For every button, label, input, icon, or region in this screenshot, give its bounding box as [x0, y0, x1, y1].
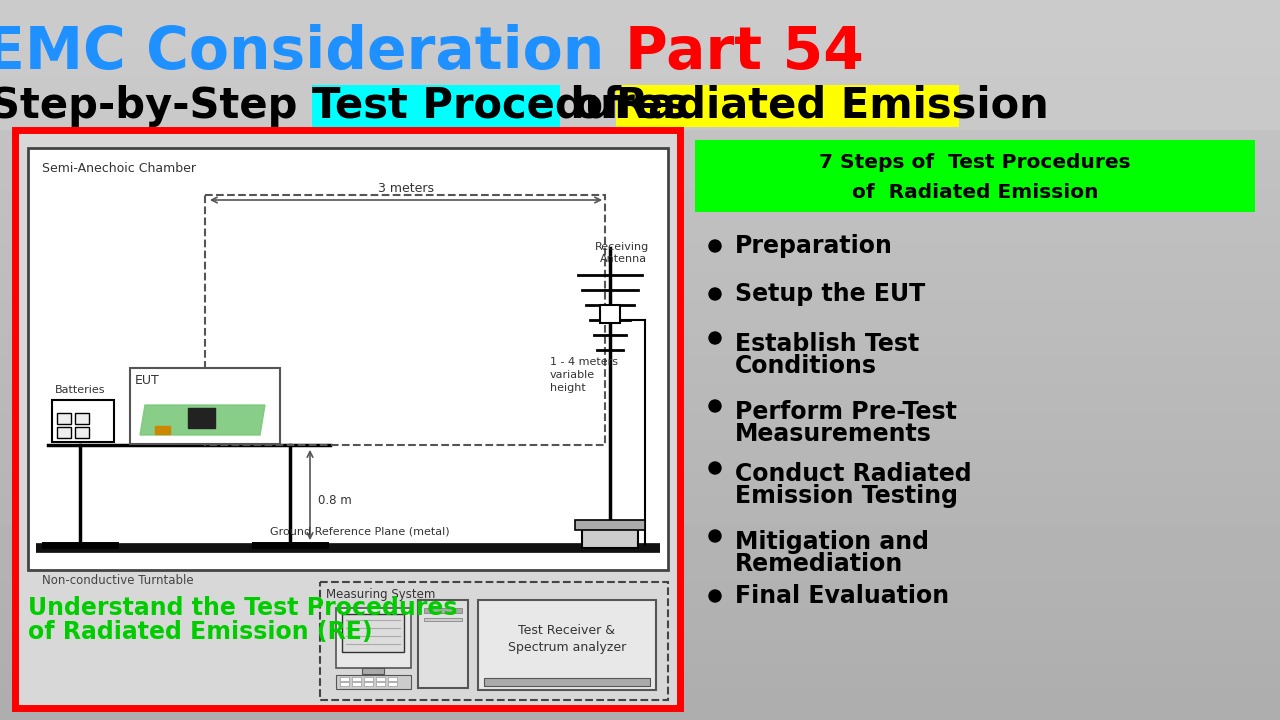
Text: Semi-Anechoic Chamber: Semi-Anechoic Chamber [42, 162, 196, 175]
Text: Mitigation and: Mitigation and [735, 530, 929, 554]
Bar [575, 520, 645, 530]
Text: Emission Testing: Emission Testing [735, 484, 957, 508]
Bar [600, 305, 620, 323]
Bar [352, 682, 361, 686]
Bar [58, 413, 70, 424]
Text: EUT: EUT [134, 374, 160, 387]
Bar [52, 400, 114, 442]
Bar [342, 614, 404, 652]
Bar [335, 675, 411, 689]
Bar [131, 368, 280, 444]
Bar [388, 677, 397, 681]
Circle shape [709, 530, 721, 542]
Text: Step-by-Step: Step-by-Step [0, 85, 312, 127]
Circle shape [709, 462, 721, 474]
Text: Radiated Emission: Radiated Emission [616, 85, 1048, 127]
Text: Measuring System: Measuring System [326, 588, 435, 601]
Bar [76, 413, 90, 424]
Bar [0, 0, 1280, 130]
Text: Final Evaluation: Final Evaluation [735, 584, 950, 608]
Text: Batteries: Batteries [55, 385, 105, 395]
Text: of  Radiated Emission: of Radiated Emission [851, 184, 1098, 202]
Circle shape [709, 400, 721, 412]
Text: variable: variable [550, 370, 595, 380]
Bar [616, 85, 959, 127]
Text: Conduct Radiated: Conduct Radiated [735, 462, 972, 486]
Bar [364, 677, 372, 681]
Bar [376, 682, 385, 686]
Bar [424, 618, 462, 621]
Text: Test Procedures: Test Procedures [312, 85, 687, 127]
Bar [76, 427, 90, 438]
Circle shape [709, 332, 721, 344]
Text: Setup the EUT: Setup the EUT [735, 282, 925, 306]
Bar [419, 600, 468, 688]
Bar [28, 148, 668, 570]
Text: Perform Pre-Test: Perform Pre-Test [735, 400, 957, 424]
Text: 0.8 m: 0.8 m [317, 493, 352, 506]
Bar [362, 668, 384, 674]
Bar [340, 682, 349, 686]
Text: 1 - 4 meters: 1 - 4 meters [550, 357, 618, 367]
Bar [335, 608, 411, 668]
Circle shape [709, 288, 721, 300]
Text: of Radiated Emission (RE): of Radiated Emission (RE) [28, 620, 372, 644]
Text: Preparation: Preparation [735, 234, 893, 258]
Bar [364, 682, 372, 686]
Text: Measurements: Measurements [735, 422, 932, 446]
Bar [320, 582, 668, 700]
Bar [484, 678, 650, 686]
Text: of: of [561, 85, 636, 127]
Text: EMC Consideration: EMC Consideration [0, 24, 625, 81]
Text: 7 Steps of  Test Procedures: 7 Steps of Test Procedures [819, 153, 1130, 171]
Bar [695, 140, 1254, 212]
Bar [205, 195, 605, 445]
Circle shape [709, 240, 721, 252]
Text: Remediation: Remediation [735, 552, 904, 576]
Bar [582, 528, 637, 548]
Bar [58, 427, 70, 438]
Bar [340, 677, 349, 681]
Text: Spectrum analyzer: Spectrum analyzer [508, 642, 626, 654]
Circle shape [709, 590, 721, 602]
Bar [352, 677, 361, 681]
Bar [477, 600, 657, 690]
Bar [376, 677, 385, 681]
Text: Non-conductive Turntable: Non-conductive Turntable [42, 574, 193, 587]
Text: Ground Reference Plane (metal): Ground Reference Plane (metal) [270, 526, 449, 536]
Bar [15, 130, 680, 708]
Text: 3 meters: 3 meters [378, 182, 434, 195]
Text: Test Receiver &: Test Receiver & [518, 624, 616, 636]
Bar [388, 682, 397, 686]
Text: height: height [550, 383, 586, 393]
Text: Part 54: Part 54 [625, 24, 864, 81]
Text: Conditions: Conditions [735, 354, 877, 378]
Bar [312, 85, 561, 127]
Text: Establish Test: Establish Test [735, 332, 919, 356]
Polygon shape [155, 426, 170, 434]
Text: Understand the Test Procedures: Understand the Test Procedures [28, 596, 457, 620]
Polygon shape [140, 405, 265, 435]
Bar [424, 608, 462, 613]
Text: Antenna: Antenna [600, 254, 648, 264]
Polygon shape [188, 408, 215, 428]
Text: Receiving: Receiving [595, 242, 649, 252]
